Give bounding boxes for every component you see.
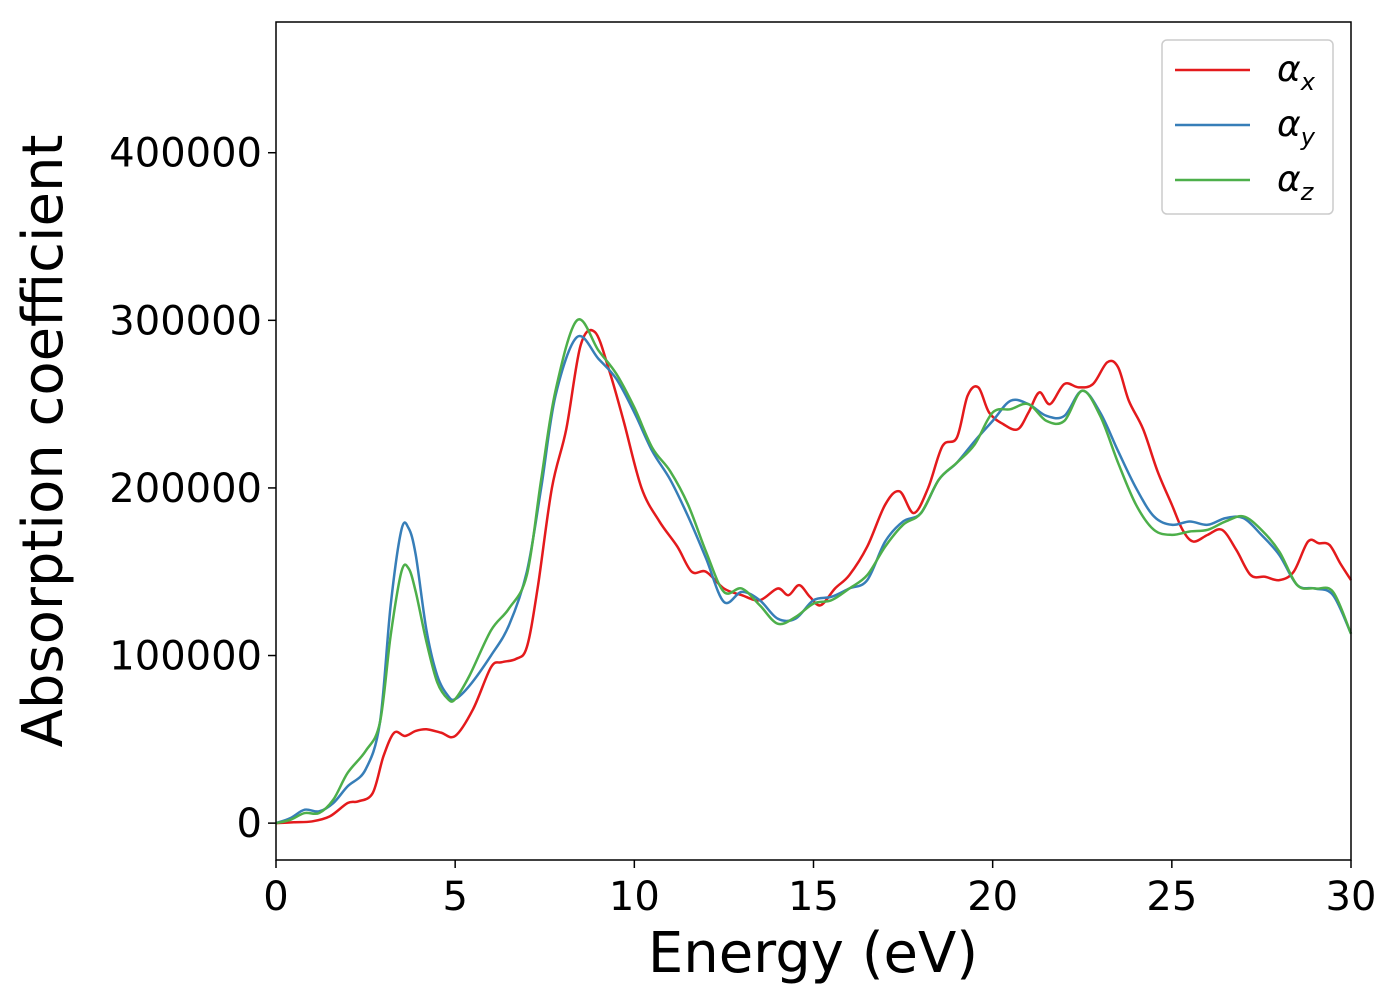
- x-tick-label: 5: [442, 874, 467, 920]
- x-tick-label: 20: [967, 874, 1018, 920]
- y-tick-label: 0: [237, 801, 262, 847]
- series-line-x: [275, 328, 1353, 825]
- series-line-z: [275, 318, 1353, 825]
- x-axis-label: Energy (eV): [648, 921, 978, 986]
- y-tick-label: 300000: [109, 298, 262, 344]
- x-tick-label: 30: [1326, 874, 1377, 920]
- y-tick-label: 100000: [109, 634, 262, 680]
- x-tick-label: 0: [263, 874, 288, 920]
- series-layer: [275, 318, 1353, 825]
- legend-box: [1161, 39, 1334, 215]
- x-axis: 0 5 10 15 20 25 30: [263, 860, 1376, 920]
- y-tick-label: 400000: [109, 131, 262, 177]
- x-tick-label: 25: [1146, 874, 1197, 920]
- series-line-y: [275, 334, 1353, 825]
- x-tick-label: 15: [788, 874, 839, 920]
- y-axis-label: Absorption coefficient: [11, 135, 76, 748]
- y-axis: 0 100000 200000 300000 400000: [109, 131, 276, 847]
- y-tick-label: 200000: [109, 466, 262, 512]
- x-tick-label: 10: [609, 874, 660, 920]
